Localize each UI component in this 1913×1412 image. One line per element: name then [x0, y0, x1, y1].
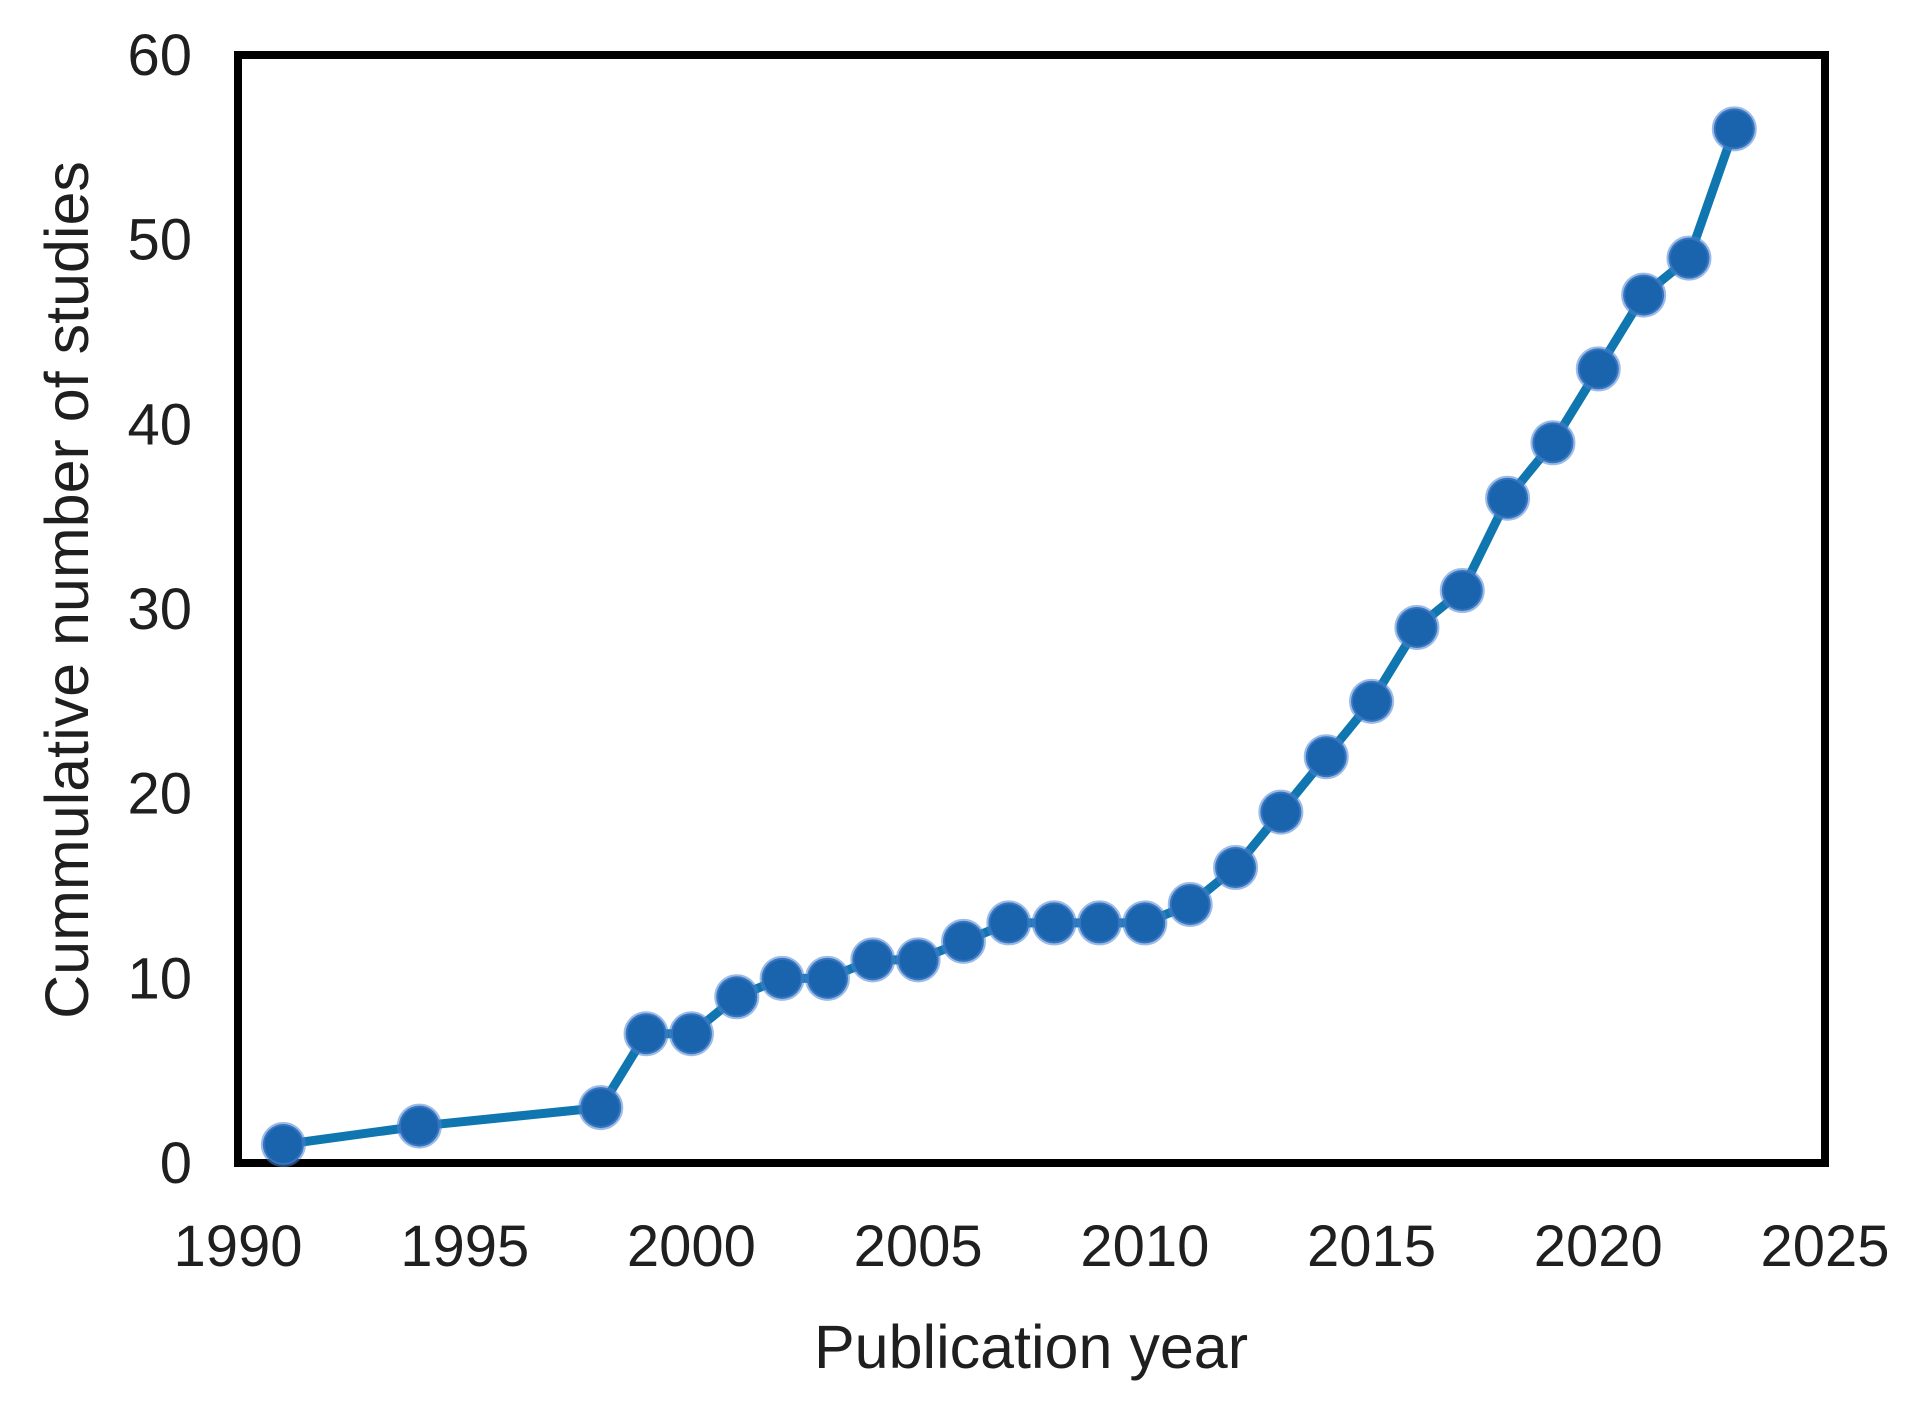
data-point	[668, 1011, 714, 1057]
data-point	[1394, 604, 1440, 650]
y-tick-label: 40	[127, 392, 192, 457]
x-axis-title: Publication year	[814, 1313, 1248, 1381]
y-tick-label: 10	[127, 946, 192, 1011]
plot-area-border	[234, 51, 1829, 1167]
data-point	[1213, 845, 1259, 891]
x-tick-label: 2005	[854, 1214, 983, 1279]
data-point	[1167, 881, 1213, 927]
data-point	[1485, 475, 1531, 521]
x-tick-label: 2010	[1080, 1214, 1209, 1279]
data-point	[1666, 235, 1712, 281]
data-points	[260, 106, 1757, 1168]
x-tick-label: 1990	[173, 1214, 302, 1279]
y-tick-label: 0	[160, 1131, 192, 1196]
data-point	[578, 1085, 624, 1131]
data-point	[1122, 900, 1168, 946]
data-point	[1349, 678, 1395, 724]
data-point	[1530, 420, 1576, 466]
data-point	[623, 1011, 669, 1057]
data-point	[1031, 900, 1077, 946]
data-point	[1258, 789, 1304, 835]
x-tick-label: 2025	[1760, 1214, 1889, 1279]
data-point	[396, 1103, 442, 1149]
x-tick-label: 2000	[627, 1214, 756, 1279]
data-point	[260, 1122, 306, 1168]
y-axis-tick-labels: 0 10 20 30 40 50 60	[127, 23, 192, 1196]
y-tick-label: 50	[127, 208, 192, 273]
data-point	[714, 974, 760, 1020]
y-tick-label: 60	[127, 23, 192, 88]
x-tick-label: 2015	[1307, 1214, 1436, 1279]
y-tick-label: 20	[127, 762, 192, 827]
y-tick-label: 30	[127, 577, 192, 642]
data-point	[1439, 568, 1485, 614]
data-point	[759, 955, 805, 1001]
x-axis-tick-labels: 1990 1995 2000 2005 2010 2015 2020 2025	[173, 1214, 1889, 1279]
x-tick-label: 2020	[1534, 1214, 1663, 1279]
data-point	[895, 937, 941, 983]
data-point	[804, 955, 850, 1001]
data-point	[1303, 734, 1349, 780]
data-point	[1575, 346, 1621, 392]
data-line	[278, 124, 1739, 1150]
data-point	[1711, 106, 1757, 152]
data-point	[850, 937, 896, 983]
y-axis-title: Cummulative number of studies	[33, 161, 101, 1019]
data-point	[1621, 272, 1667, 318]
data-point	[1077, 900, 1123, 946]
data-point	[986, 900, 1032, 946]
x-tick-label: 1995	[400, 1214, 529, 1279]
data-point	[940, 918, 986, 964]
